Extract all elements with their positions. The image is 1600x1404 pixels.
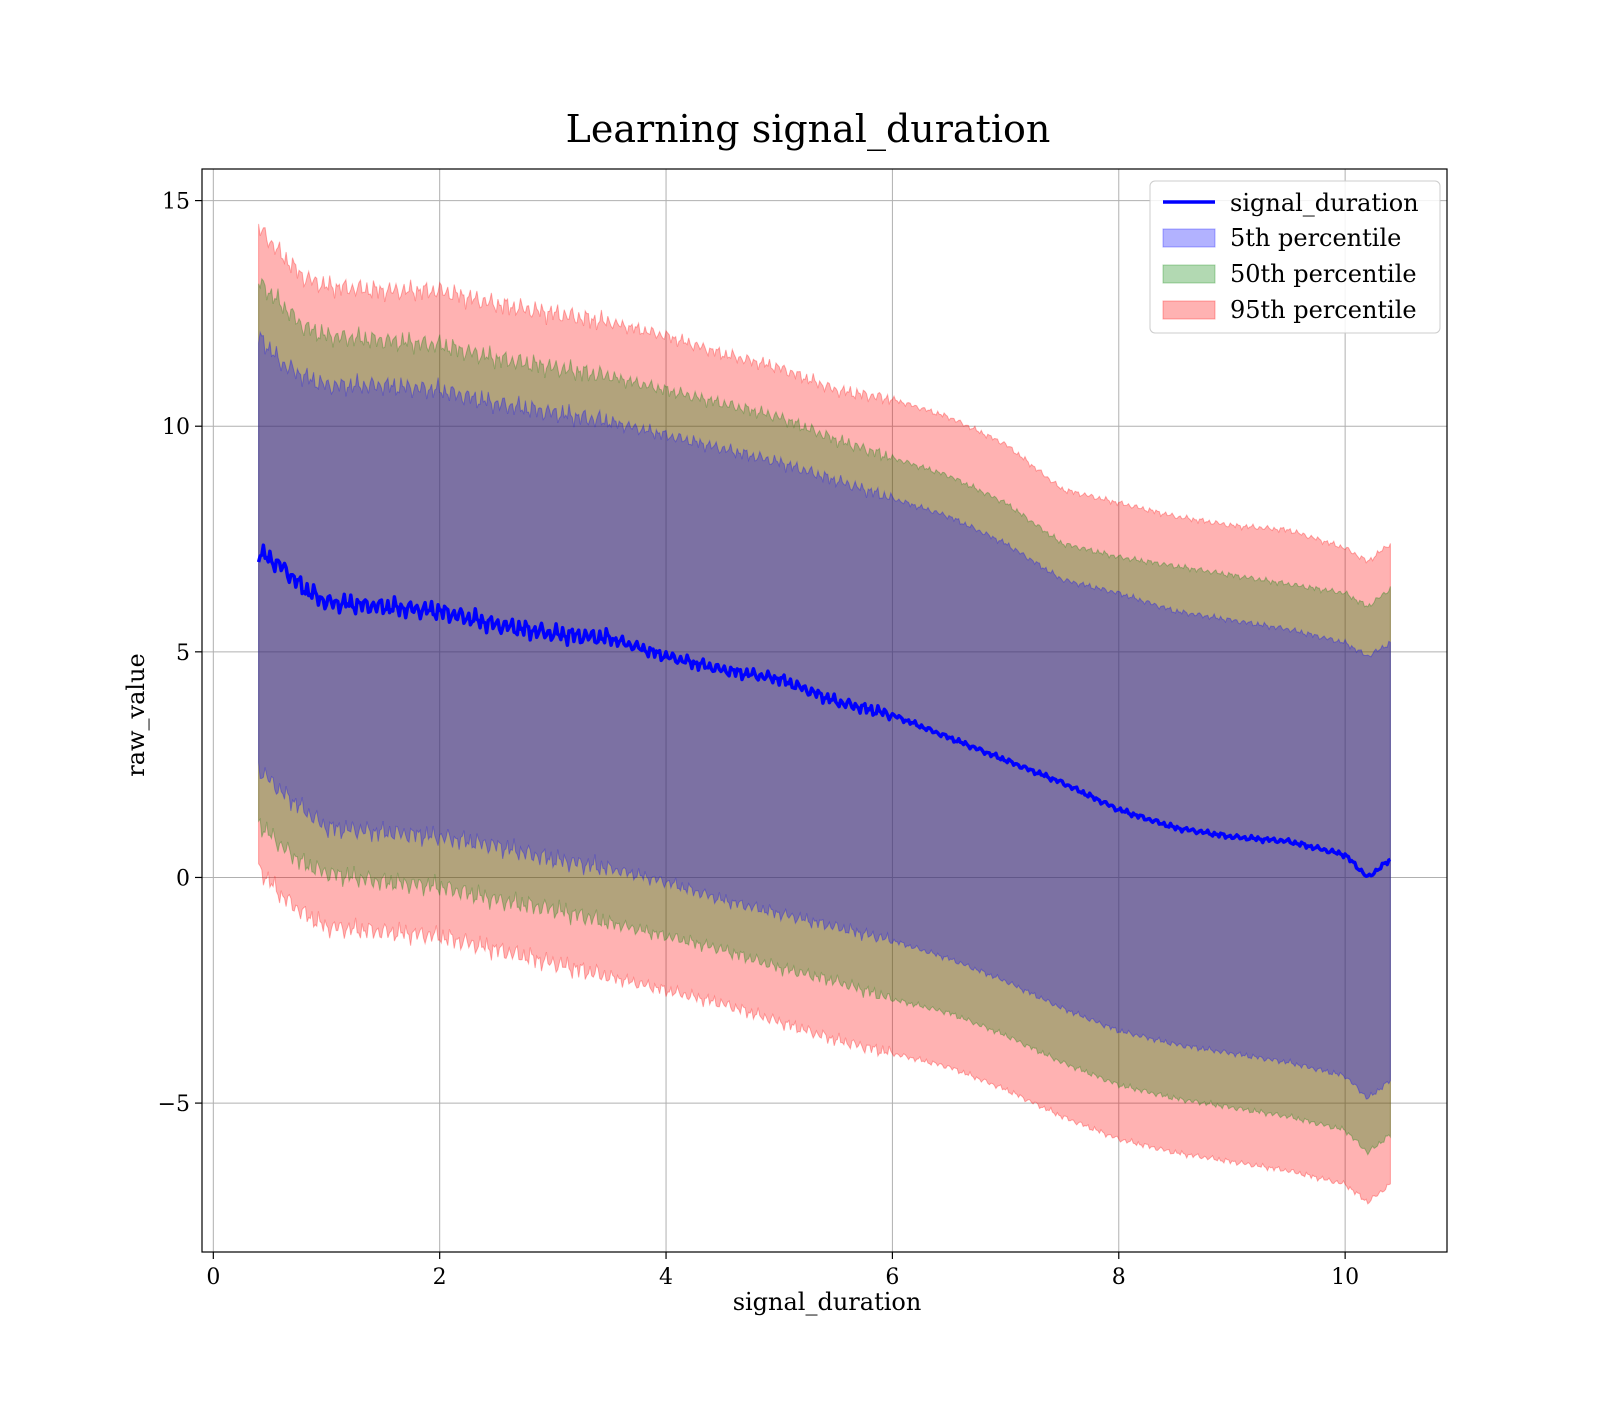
axis-ticks: 0 2 4 6 8 10 −5 0 5 10 15 bbox=[158, 190, 1360, 1290]
band-50th-percentile bbox=[258, 277, 1391, 1156]
x-tick-label-2: 4 bbox=[659, 1265, 673, 1290]
plot-background bbox=[202, 169, 1447, 1252]
x-axis-label: signal_duration bbox=[733, 1288, 922, 1316]
y-tick-label-0: −5 bbox=[158, 1092, 190, 1117]
grid-lines bbox=[202, 169, 1447, 1252]
chart-title: Learning signal_duration bbox=[566, 107, 1051, 152]
plot-frame bbox=[201, 168, 1448, 1253]
legend-label-95th-percentile: 95th percentile bbox=[1230, 296, 1417, 324]
band-5th-percentile bbox=[258, 330, 1391, 1100]
x-tick-label-5: 10 bbox=[1331, 1265, 1359, 1290]
legend-swatch-50th-percentile bbox=[1162, 264, 1216, 284]
legend-label-5th-percentile: 5th percentile bbox=[1230, 224, 1401, 252]
legend-label-signal-duration: signal_duration bbox=[1230, 189, 1419, 217]
legend-box bbox=[1149, 180, 1441, 334]
percentile-bands bbox=[258, 223, 1391, 1205]
y-tick-label-1: 0 bbox=[176, 866, 190, 891]
series-line-signal-duration bbox=[256, 543, 1392, 879]
x-tick-label-4: 8 bbox=[1112, 1265, 1126, 1290]
x-tick-label-3: 6 bbox=[885, 1265, 899, 1290]
y-tick-label-3: 10 bbox=[162, 415, 190, 440]
x-tick-label-1: 2 bbox=[433, 1265, 447, 1290]
series-lines bbox=[256, 543, 1392, 879]
legend: signal_duration 5th percentile 50th perc… bbox=[1149, 180, 1441, 334]
x-tick-label-0: 0 bbox=[206, 1265, 220, 1290]
legend-swatch-95th-percentile bbox=[1162, 300, 1216, 320]
y-tick-label-4: 15 bbox=[162, 190, 190, 215]
band-95th-percentile bbox=[258, 223, 1391, 1205]
y-axis-label: raw_value bbox=[122, 653, 150, 777]
legend-swatch-5th-percentile bbox=[1162, 228, 1216, 248]
plot-area bbox=[202, 169, 1447, 1252]
y-tick-label-2: 5 bbox=[176, 641, 190, 666]
legend-label-50th-percentile: 50th percentile bbox=[1230, 260, 1417, 288]
